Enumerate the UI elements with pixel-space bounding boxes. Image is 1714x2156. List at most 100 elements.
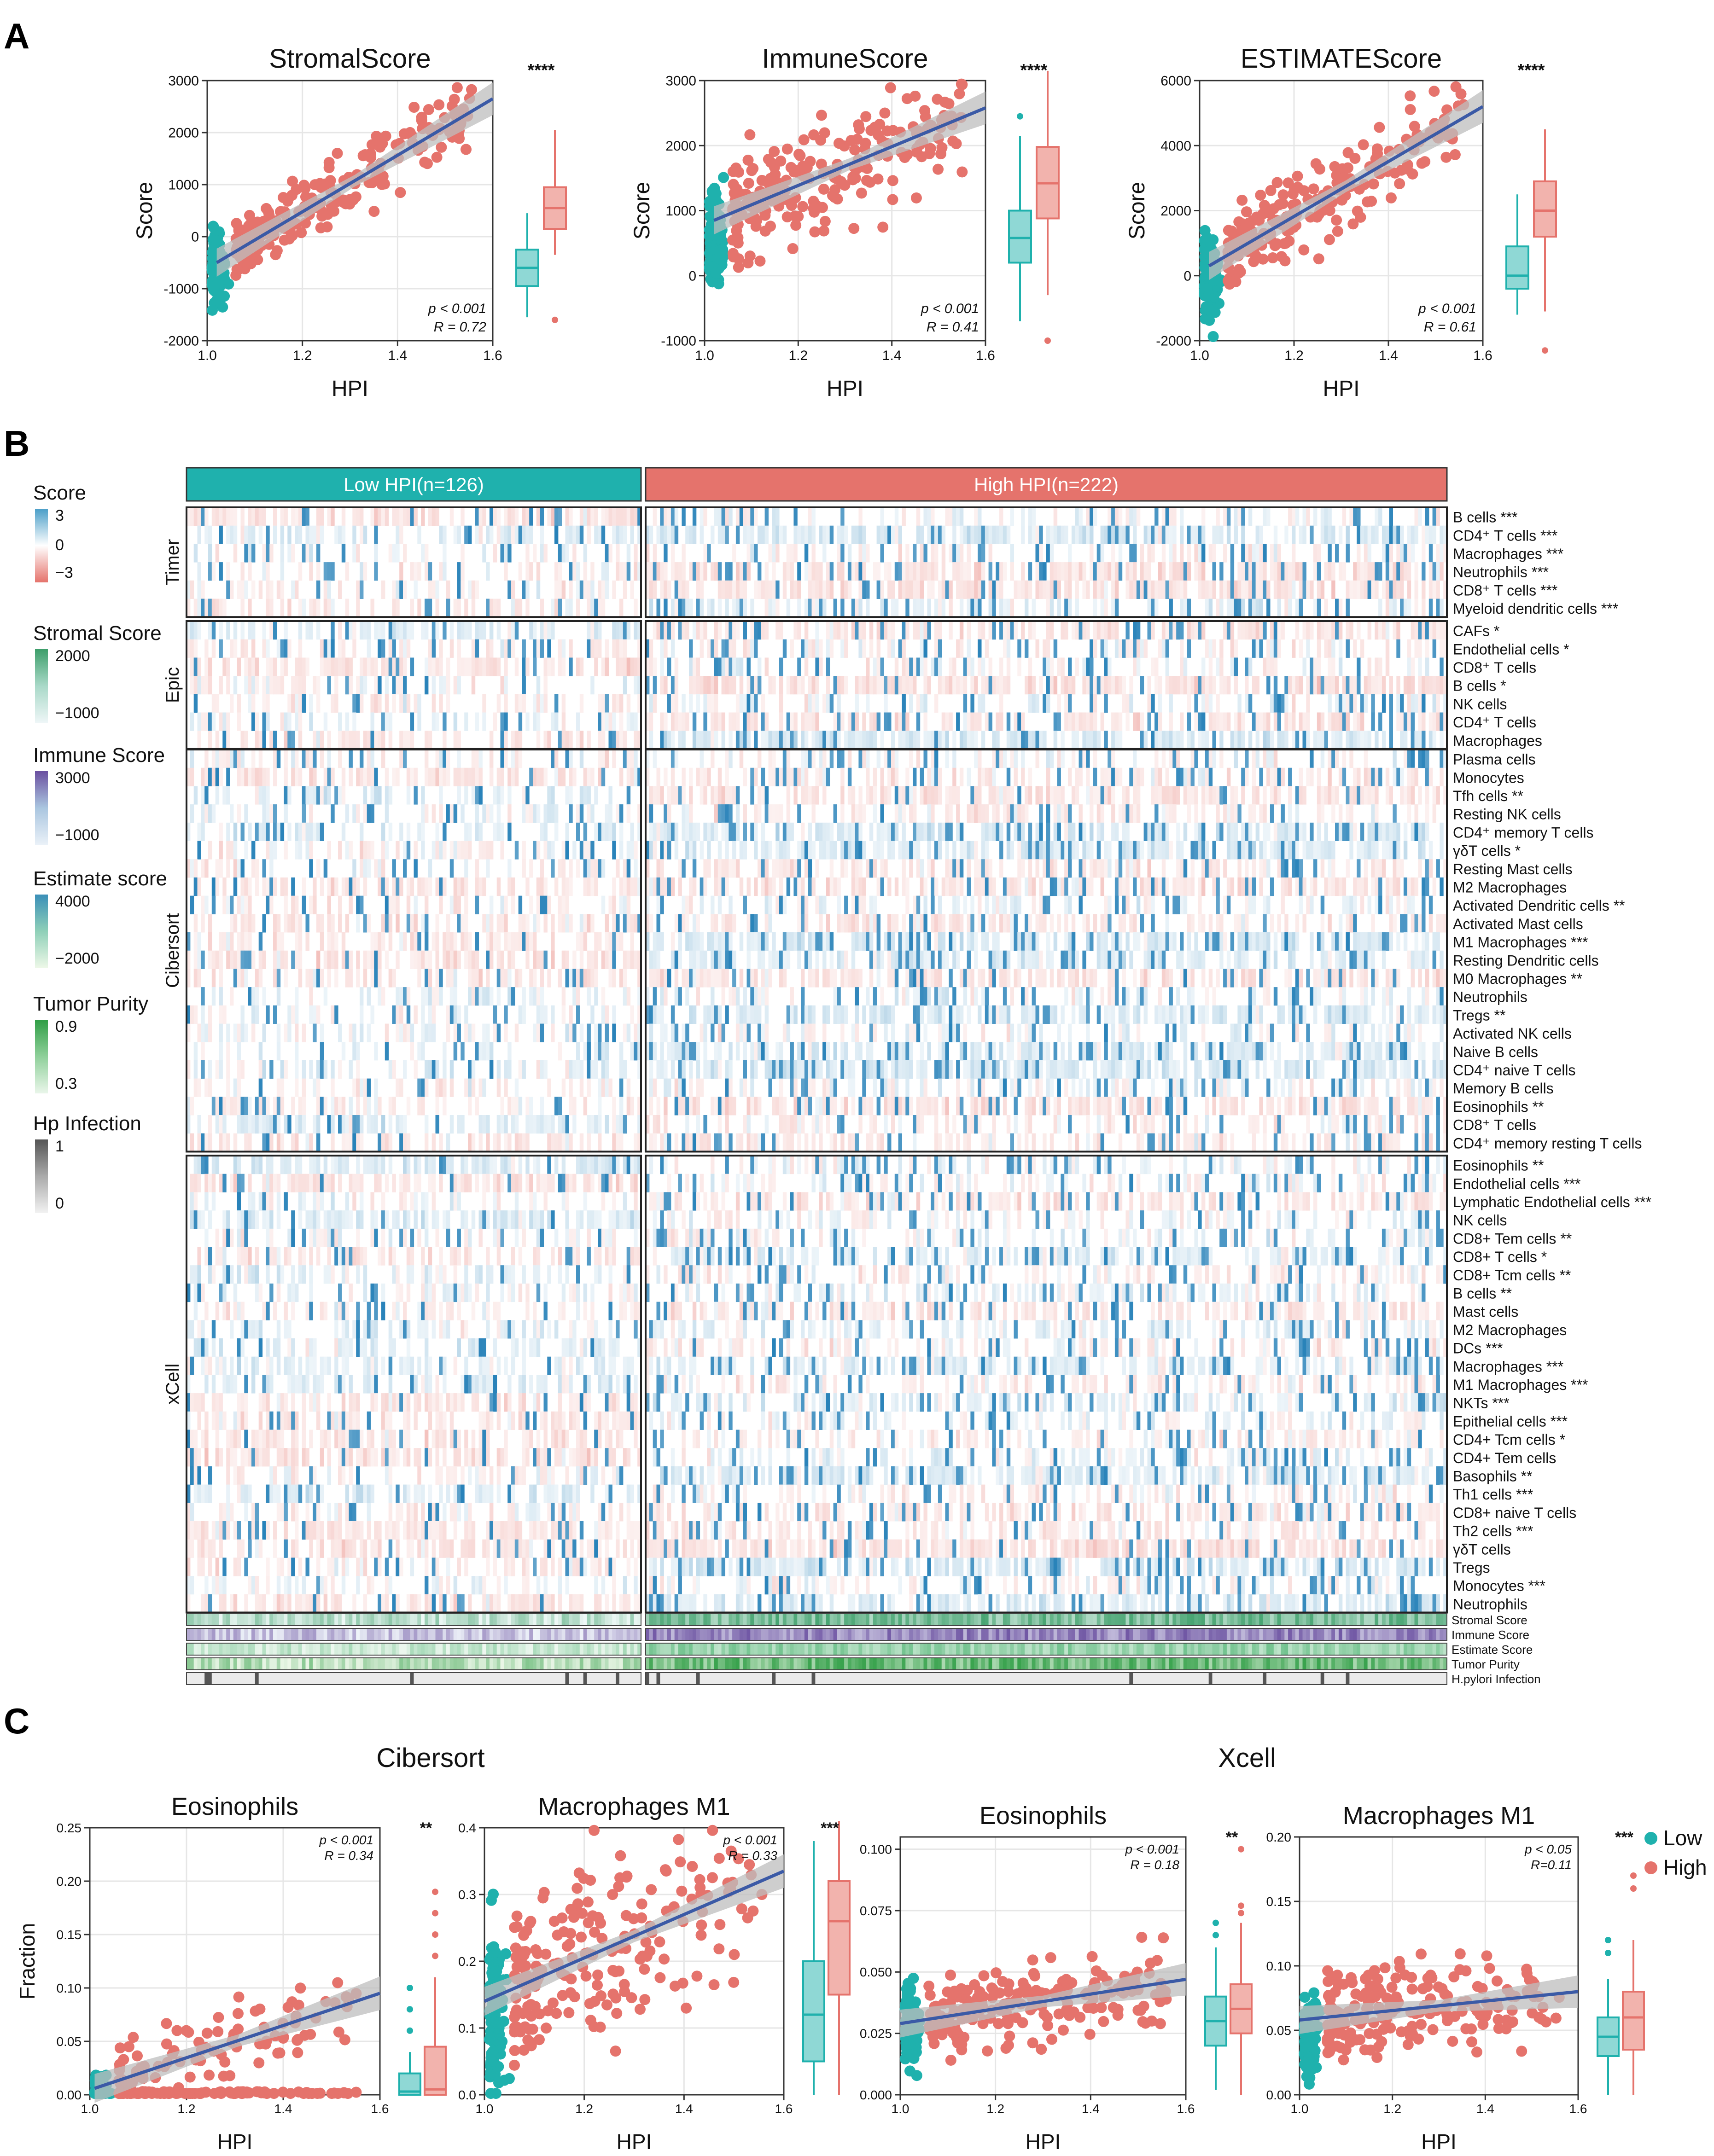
heatmap-cell [446,580,450,599]
heatmap-cell [1288,599,1292,617]
heatmap-cell [844,580,848,599]
heatmap-cell [1284,731,1288,750]
heatmap-cell [902,580,906,599]
heatmap-cell [341,731,346,750]
heatmap-cell [1288,712,1292,731]
heatmap-cell [543,694,548,713]
heatmap-cell [428,639,432,658]
heatmap-cell [630,507,634,526]
heatmap-cell [729,639,733,658]
high-hpi-point [819,215,831,227]
heatmap-cell [653,657,657,676]
heatmap-cell [1403,544,1408,563]
heatmap-cell [1252,621,1256,640]
heatmap-cell [1147,621,1151,640]
heatmap-cell [894,562,899,581]
heatmap-cell [855,712,859,731]
heatmap-cell [587,767,591,786]
heatmap-cell [967,712,971,731]
high-hpi-point [1419,156,1431,168]
heatmap-cell [392,621,396,640]
heatmap-cell [309,841,313,860]
heatmap-cell [981,657,985,676]
heatmap-cell [313,969,317,988]
heatmap-cell [1422,712,1426,731]
heatmap-cell [439,786,443,805]
heatmap-cell [1248,621,1253,640]
heatmap-cell [775,731,780,750]
heatmap-cell [583,822,588,841]
plot-title: ESTIMATEScore [1241,44,1442,74]
heatmap-cell [811,507,816,526]
heatmap-cell [1310,657,1314,676]
high-hpi-point [1236,194,1248,206]
heatmap-cell [190,1005,194,1024]
heatmap-cell [732,544,736,563]
heatmap-cell [1245,657,1249,676]
heatmap-cell [1093,676,1097,695]
heatmap-cell [1017,712,1021,731]
high-hpi-point [1394,178,1405,190]
heatmap-cell [478,786,483,805]
heatmap-cell [273,767,277,786]
heatmap-cell [396,657,400,676]
heatmap-cell [1201,544,1206,563]
heatmap-cell [1411,731,1415,750]
heatmap-cell [327,877,331,896]
heatmap-cell [992,580,996,599]
heatmap-cell [1147,580,1151,599]
heatmap-cell [978,599,982,617]
heatmap-cell [869,712,874,731]
heatmap-cell [514,1078,519,1097]
heatmap-cell [1396,580,1400,599]
heatmap-cell [320,914,324,933]
heatmap-cell [345,804,350,823]
heatmap-cell [1255,562,1259,581]
heatmap-cell [1129,639,1133,658]
heatmap-cell [540,1097,544,1116]
heatmap-cell [981,731,985,750]
heatmap-cell [396,507,400,526]
heatmap-cell [945,580,949,599]
heatmap-cell [674,712,679,731]
heatmap-cell [1371,580,1375,599]
heatmap-cell [334,969,338,988]
heatmap-cell [403,1060,407,1079]
heatmap-cell [320,525,324,544]
heatmap-cell [967,544,971,563]
heatmap-cell [1006,657,1011,676]
heatmap-cell [862,712,866,731]
heatmap-cell [598,822,602,841]
heatmap-cell [435,507,439,526]
heatmap-cell [743,712,747,731]
heatmap-cell [558,562,562,581]
heatmap-cell [1212,712,1216,731]
heatmap-cell [1169,525,1173,544]
heatmap-cell [880,580,884,599]
heatmap-cell [490,621,494,640]
heatmap-cell [425,950,429,969]
heatmap-cell [471,969,476,988]
high-hpi-point [839,180,851,191]
heatmap-cell [381,859,385,878]
heatmap-cell [331,694,335,713]
heatmap-cell [204,895,209,914]
heatmap-cell [1385,544,1390,563]
heatmap-cell [345,969,350,988]
heatmap-cell [1288,562,1292,581]
heatmap-cell [880,621,884,640]
heatmap-cell [1346,639,1350,658]
heatmap-cell [219,822,223,841]
heatmap-cell [598,1078,602,1097]
heatmap-cell [490,657,494,676]
heatmap-cell [248,657,252,676]
heatmap-cell [1187,621,1191,640]
heatmap-cell [320,786,324,805]
heatmap-cell [1248,507,1253,526]
heatmap-cell [1432,712,1436,731]
heatmap-cell [1216,694,1220,713]
heatmap-cell [547,786,551,805]
heatmap-cell [1003,639,1007,658]
heatmap-cell [565,841,569,860]
heatmap-cell [468,1078,472,1097]
